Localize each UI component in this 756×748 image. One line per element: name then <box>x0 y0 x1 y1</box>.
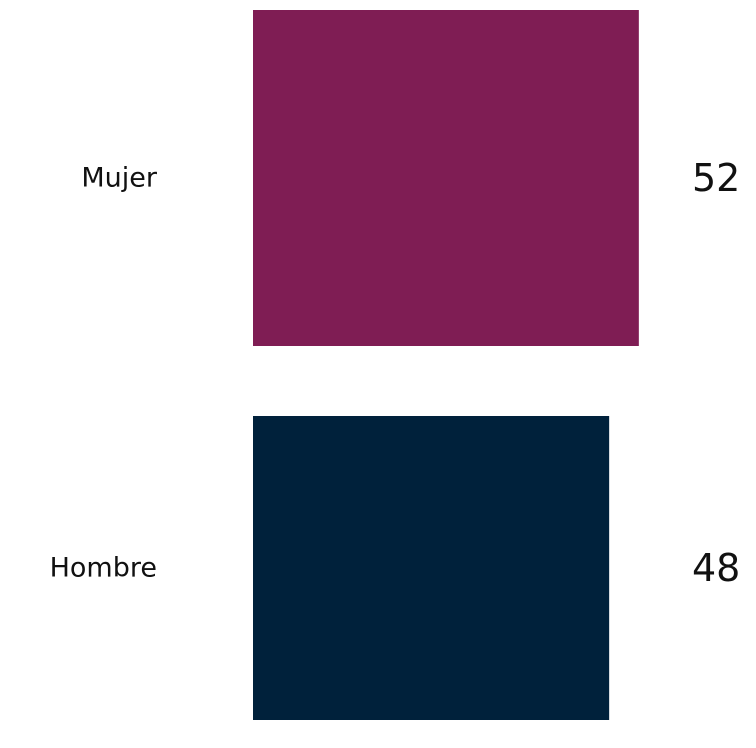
value-label-mujer: 52 <box>692 156 740 200</box>
bar-mujer <box>253 10 639 346</box>
labels-layer: Mujer 52 Hombre 48 <box>50 156 741 590</box>
bar-hombre <box>253 416 610 720</box>
category-label-hombre: Hombre <box>50 553 157 584</box>
bars-layer <box>253 10 639 720</box>
category-label-mujer: Mujer <box>81 163 158 194</box>
value-label-hombre: 48 <box>692 546 740 590</box>
